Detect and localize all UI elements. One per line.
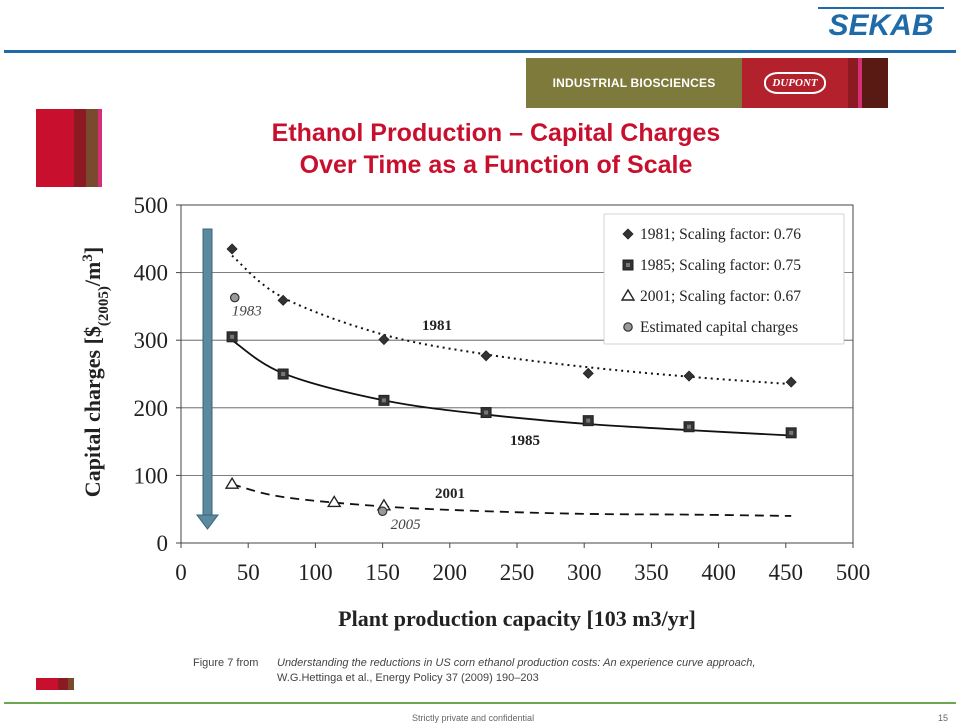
banner-industrial-biosciences: INDUSTRIAL BIOSCIENCES xyxy=(526,58,742,108)
x-tick-label: 300 xyxy=(567,560,602,585)
x-tick-label: 200 xyxy=(433,560,468,585)
banner-stripe xyxy=(848,58,858,108)
series-3-line xyxy=(231,483,792,517)
x-axis-label: Plant production capacity [103 m3/yr] xyxy=(338,606,696,631)
series-1-point xyxy=(683,370,695,382)
series-2-point xyxy=(378,394,390,406)
chart-legend: 1981; Scaling factor: 0.76 1985; Scaling … xyxy=(603,213,845,345)
series-1-point xyxy=(226,243,238,255)
legend-marker xyxy=(623,322,633,332)
logo-text: SEKAB xyxy=(828,9,933,42)
footer-rule xyxy=(4,702,956,704)
dupont-logo: DUPONT xyxy=(742,58,848,108)
series-4-point-label: 2005 xyxy=(391,517,422,533)
series-3-point xyxy=(326,495,342,508)
capital-charges-chart: 0 50 100 150 200 250 300 350 400 450 500 0 100 200 300… xyxy=(80,193,871,631)
banner-stripe xyxy=(862,58,888,108)
legend-marker xyxy=(622,228,634,240)
x-tick-label: 350 xyxy=(634,560,669,585)
legend-entry: Estimated capital charges xyxy=(640,319,798,336)
series-1-point xyxy=(582,367,594,379)
sekab-logo: SEKAB xyxy=(818,7,944,42)
series-1-point xyxy=(277,294,289,306)
legend-marker xyxy=(622,259,634,271)
x-tick-label: 0 xyxy=(175,560,187,585)
legend-entry: 1981; Scaling factor: 0.76 xyxy=(640,226,801,243)
y-tick-label: 0 xyxy=(157,531,169,556)
header-rule xyxy=(4,50,956,53)
series-2-point xyxy=(226,331,238,343)
slide-title-line1: Ethanol Production – Capital Charges xyxy=(271,119,721,147)
series-2-point xyxy=(480,407,492,419)
legend-entry: 2001; Scaling factor: 0.67 xyxy=(640,288,801,305)
slide-title-line2: Over Time as a Function of Scale xyxy=(299,151,693,179)
decorative-footer-block xyxy=(36,678,74,690)
series-4-point xyxy=(229,292,240,303)
series-3-curve-label: 2001 xyxy=(435,486,465,502)
x-tick-label: 400 xyxy=(701,560,736,585)
banner-stripe xyxy=(858,58,862,108)
series-1-point xyxy=(378,333,390,346)
series-1-point xyxy=(480,350,492,362)
decreasing-trend-arrow xyxy=(196,228,219,530)
x-tick-label: 500 xyxy=(836,560,871,585)
series-1-curve-label: 1981 xyxy=(422,318,452,334)
x-tick-label: 250 xyxy=(500,560,535,585)
series-2-curve-label: 1985 xyxy=(510,433,540,449)
series-3-point xyxy=(224,476,240,489)
x-tick-label: 150 xyxy=(365,560,400,585)
series-2-point xyxy=(277,368,289,380)
dupont-banner: INDUSTRIAL BIOSCIENCES DUPONT xyxy=(526,58,888,108)
caption-citation: W.G.Hettinga et al., Energy Policy 37 (2… xyxy=(277,672,539,684)
y-tick-label: 200 xyxy=(134,396,169,421)
dupont-logo-text: DUPONT xyxy=(764,72,826,94)
y-tick-label: 100 xyxy=(134,463,169,488)
confidential-notice: Strictly private and confidential xyxy=(412,713,535,723)
legend-marker xyxy=(620,288,636,301)
caption-prefix: Figure 7 from xyxy=(193,657,259,669)
y-tick-label: 500 xyxy=(134,193,169,218)
x-tick-label: 50 xyxy=(237,560,260,585)
caption-title: Understanding the reductions in US corn … xyxy=(277,657,756,669)
y-tick-label: 300 xyxy=(134,328,169,353)
series-2-point xyxy=(683,421,695,433)
x-tick-label: 450 xyxy=(769,560,804,585)
x-tick-label: 100 xyxy=(298,560,333,585)
legend-box xyxy=(603,213,845,345)
series-2-point xyxy=(582,415,594,427)
y-axis-label: Capital charges [$(2005)/m3] xyxy=(80,247,112,497)
series-4-point xyxy=(377,506,388,517)
decorative-color-block xyxy=(36,109,102,187)
page-number: 15 xyxy=(937,713,948,723)
y-tick-label: 400 xyxy=(134,261,169,286)
series-2-point xyxy=(785,427,797,439)
series-4-point-label: 1983 xyxy=(232,304,262,320)
legend-entry: 1985; Scaling factor: 0.75 xyxy=(640,257,801,274)
series-1-point xyxy=(785,376,797,388)
